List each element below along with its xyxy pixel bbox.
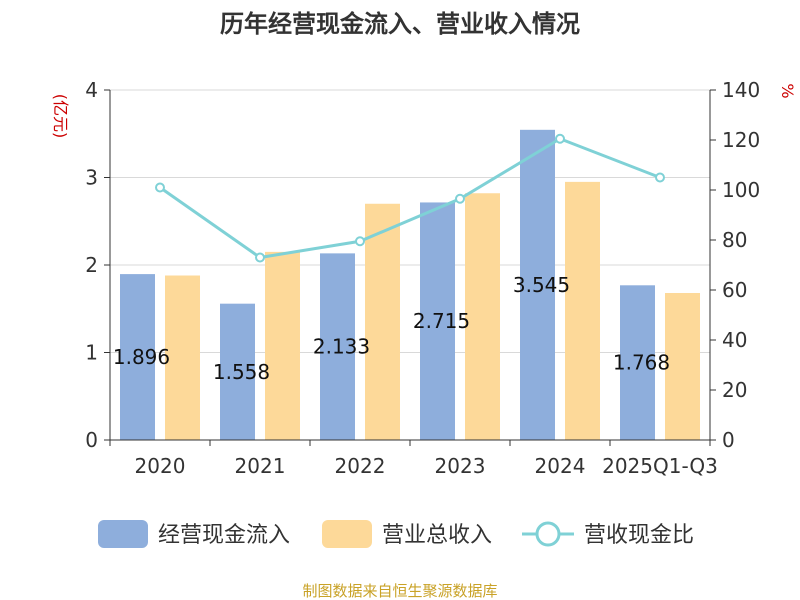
cash-inflow-value-label: 2.715 (413, 309, 470, 333)
ratio-point (555, 133, 565, 144)
bar-revenue (265, 251, 300, 440)
left-tick-label: 3 (85, 166, 98, 190)
bar-revenue (665, 293, 700, 440)
x-tick-label: 2022 (335, 454, 386, 478)
left-tick-label: 4 (85, 78, 98, 102)
cash-inflow-value-label: 1.768 (613, 351, 670, 375)
bar-cash-inflow (220, 303, 255, 440)
bar-cash-inflow (120, 274, 155, 440)
ratio-point (455, 193, 465, 204)
bar-revenue (165, 275, 200, 440)
bar-cash-inflow (620, 285, 655, 440)
right-tick-label: 60 (722, 278, 747, 302)
x-tick-label: 2021 (235, 454, 286, 478)
bar-revenue (565, 181, 600, 440)
right-tick-label: 140 (722, 78, 760, 102)
chart-title: 历年经营现金流入、营业收入情况 (220, 10, 580, 38)
ratio-point (255, 252, 265, 263)
legend: 经营现金流入 营业总收入 营收现金比 (98, 520, 694, 548)
data-labels: 1.896 1.558 2.133 2.715 3.545 1.768 (113, 273, 670, 384)
ratio-point (655, 172, 665, 183)
x-tick-label: 2023 (435, 454, 486, 478)
legend-swatch (98, 520, 148, 548)
legend-label: 营业总收入 (382, 523, 492, 548)
x-tick-label: 2020 (135, 454, 186, 478)
cash-inflow-value-label: 3.545 (513, 273, 570, 297)
source-note: 制图数据来自恒生聚源数据库 (302, 582, 497, 600)
ratio-line (155, 133, 665, 263)
right-tick-label: 40 (722, 328, 747, 352)
ratio-point (355, 236, 365, 247)
bar-revenue (365, 203, 400, 440)
cash-inflow-value-label: 1.896 (113, 345, 170, 369)
bar-cash-inflow (420, 202, 455, 440)
right-tick-label: 0 (722, 428, 735, 452)
left-tick-label: 2 (85, 253, 98, 277)
bar-cash-inflow (520, 129, 555, 440)
cash-inflow-value-label: 1.558 (213, 360, 270, 384)
legend-label: 经营现金流入 (158, 523, 290, 548)
left-axis-unit: (亿元) (51, 94, 70, 139)
left-tick-label: 1 (85, 341, 98, 365)
ratio-point (155, 182, 165, 193)
bars (120, 129, 700, 440)
bar-revenue (465, 193, 500, 440)
x-tick-label: 2025Q1-Q3 (602, 454, 718, 478)
right-tick-label: 80 (722, 228, 747, 252)
gridlines (110, 89, 710, 353)
legend-swatch (322, 520, 372, 548)
ratio-line-path (159, 137, 661, 260)
cash-inflow-value-label: 2.133 (313, 335, 370, 359)
legend-label: 营收现金比 (584, 523, 694, 548)
right-tick-label: 100 (722, 178, 760, 202)
right-axis-unit: % (778, 83, 797, 98)
right-tick-label: 20 (722, 378, 747, 402)
bar-cash-inflow (320, 253, 355, 440)
right-tick-label: 120 (722, 128, 760, 152)
left-tick-label: 0 (85, 428, 98, 452)
x-tick-label: 2024 (535, 454, 586, 478)
legend-marker (535, 521, 561, 547)
